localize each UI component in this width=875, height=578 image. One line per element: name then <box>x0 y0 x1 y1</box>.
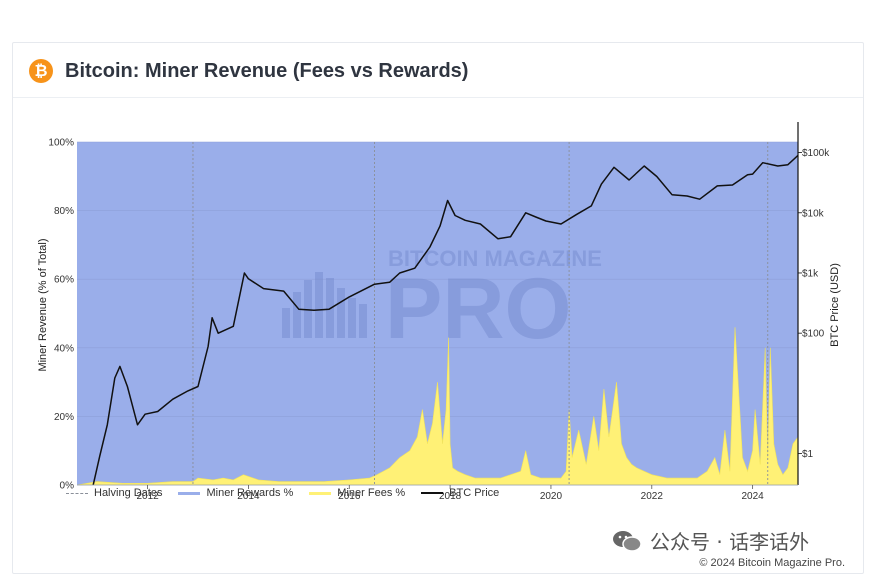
btc-price-line <box>92 154 798 485</box>
legend-label-rewards: Miner Rewards % <box>206 487 294 499</box>
x-tick-label: 2018 <box>439 491 462 502</box>
legend-label-halving: Halving Dates <box>94 487 163 499</box>
x-tick-label: 2012 <box>136 491 159 502</box>
watermark-bar <box>359 304 367 338</box>
y-tick-label: 20% <box>54 412 74 423</box>
y2-tick-label: $1 <box>802 449 814 460</box>
wechat-account-text: 公众号 · 话李话外 <box>650 530 810 554</box>
legend-item-rewards[interactable]: Miner Rewards % <box>178 487 293 499</box>
y2-tick-label: $100 <box>802 329 825 340</box>
watermark-bar <box>282 308 290 338</box>
watermark-pro-text: PRO <box>385 261 571 357</box>
y2-tick-label: $100k <box>802 148 830 159</box>
watermark-bar <box>315 272 323 338</box>
copyright-text: © 2024 Bitcoin Magazine Pro. <box>699 557 845 569</box>
chart-legend: Halving Dates Miner Rewards % Miner Fees… <box>66 485 499 501</box>
price-swatch <box>421 492 444 494</box>
bitcoin-logo-icon: ₿ <box>29 59 53 83</box>
y2-axis-title: BTC Price (USD) <box>829 263 841 347</box>
watermark-bar <box>348 298 356 338</box>
chart-header: ₿ Bitcoin: Miner Revenue (Fees vs Reward… <box>13 43 863 98</box>
chart-title: Bitcoin: Miner Revenue (Fees vs Rewards) <box>65 60 469 82</box>
legend-label-fees: Miner Fees % <box>337 487 406 499</box>
miner-fees-area <box>77 327 798 485</box>
x-tick-label: 2022 <box>641 491 664 502</box>
halving-swatch <box>66 492 88 494</box>
y2-tick-label: $10k <box>802 208 825 219</box>
watermark-bar <box>304 280 312 338</box>
legend-item-price[interactable]: BTC Price <box>421 487 499 499</box>
wechat-watermark: 公众号 · 话李话外 <box>612 526 809 555</box>
x-tick-label: 2014 <box>237 491 260 502</box>
y-axis-title: Miner Revenue (% of Total) <box>37 238 49 371</box>
y-tick-label: 100% <box>48 138 74 149</box>
y-tick-label: 0% <box>60 481 75 492</box>
x-tick-label: 2020 <box>540 491 563 502</box>
y2-tick-label: $1k <box>802 268 819 279</box>
legend-item-fees[interactable]: Miner Fees % <box>309 487 405 499</box>
y-tick-label: 40% <box>54 343 74 354</box>
bitcoin-magazine-pro-watermark: BITCOIN MAGAZINE PRO <box>282 246 602 357</box>
y-tick-label: 80% <box>54 206 74 217</box>
rewards-swatch <box>178 491 201 495</box>
watermark-brand-text: BITCOIN MAGAZINE <box>388 246 602 271</box>
legend-label-price: BTC Price <box>449 487 500 499</box>
x-tick-label: 2016 <box>338 491 361 502</box>
legend-item-halving[interactable]: Halving Dates <box>66 487 162 499</box>
watermark-bar <box>293 292 301 338</box>
wechat-icon <box>613 530 642 552</box>
watermark-bar <box>337 288 345 338</box>
x-tick-label: 2024 <box>741 491 764 502</box>
y-tick-label: 60% <box>54 275 74 286</box>
fees-swatch <box>309 491 332 495</box>
